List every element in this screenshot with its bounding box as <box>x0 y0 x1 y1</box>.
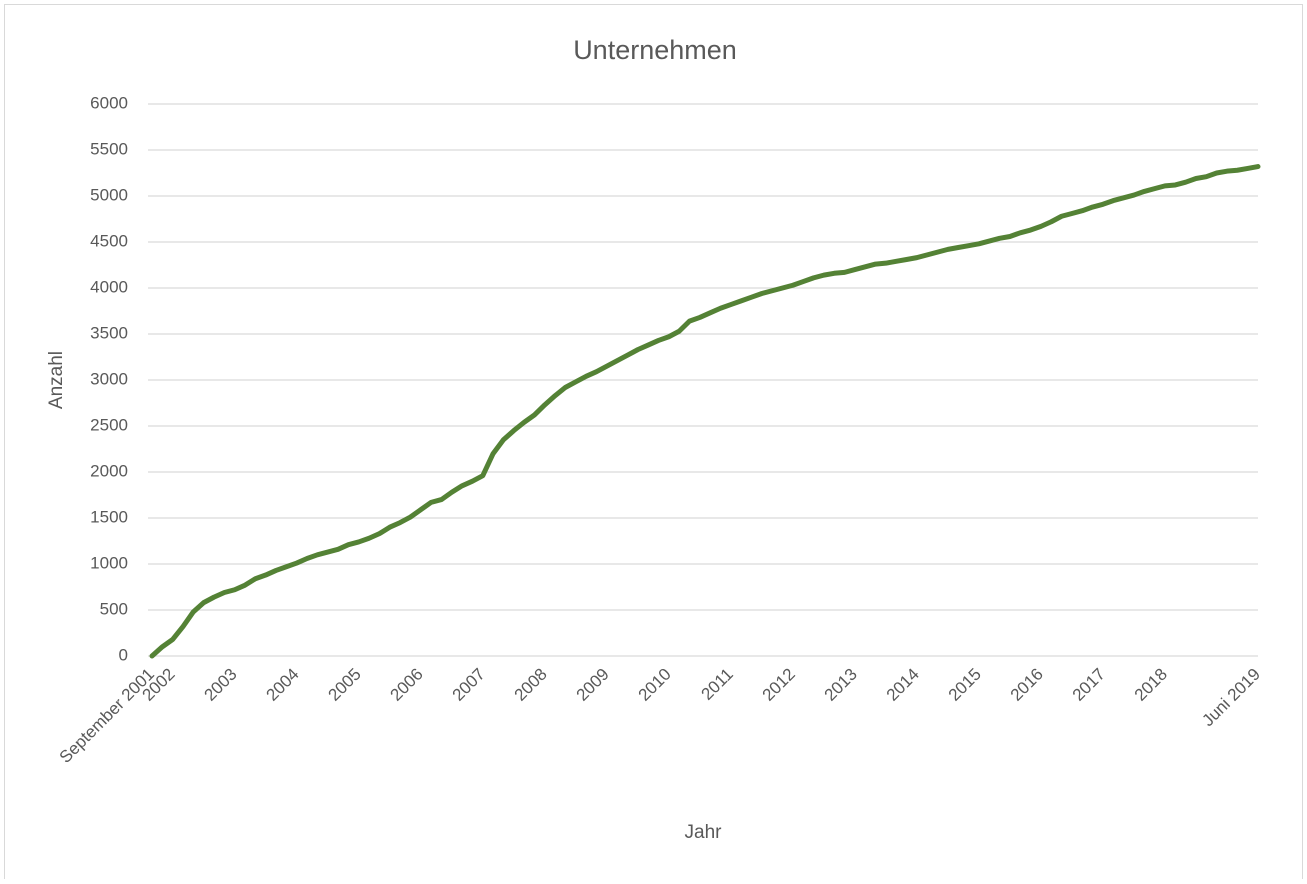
y-tick-label: 500 <box>100 599 128 618</box>
y-tick-label: 5000 <box>90 185 128 204</box>
y-tick-label: 6000 <box>90 93 128 112</box>
y-tick-label: 3500 <box>90 323 128 342</box>
y-tick-label: 5500 <box>90 139 128 158</box>
y-axis-label: Anzahl <box>46 351 67 409</box>
y-tick-label: 1000 <box>90 553 128 572</box>
y-tick-label: 1500 <box>90 507 128 526</box>
data-line <box>149 164 1261 659</box>
chart-border <box>4 4 1303 884</box>
y-tick-label: 2000 <box>90 461 128 480</box>
y-tick-label: 4000 <box>90 277 128 296</box>
chart-title: Unternehmen <box>573 35 737 65</box>
y-tick-label: 3000 <box>90 369 128 388</box>
y-tick-label: 2500 <box>90 415 128 434</box>
y-tick-label: 0 <box>119 645 128 664</box>
x-axis-label: Jahr <box>685 822 723 843</box>
y-tick-label: 4500 <box>90 231 128 250</box>
